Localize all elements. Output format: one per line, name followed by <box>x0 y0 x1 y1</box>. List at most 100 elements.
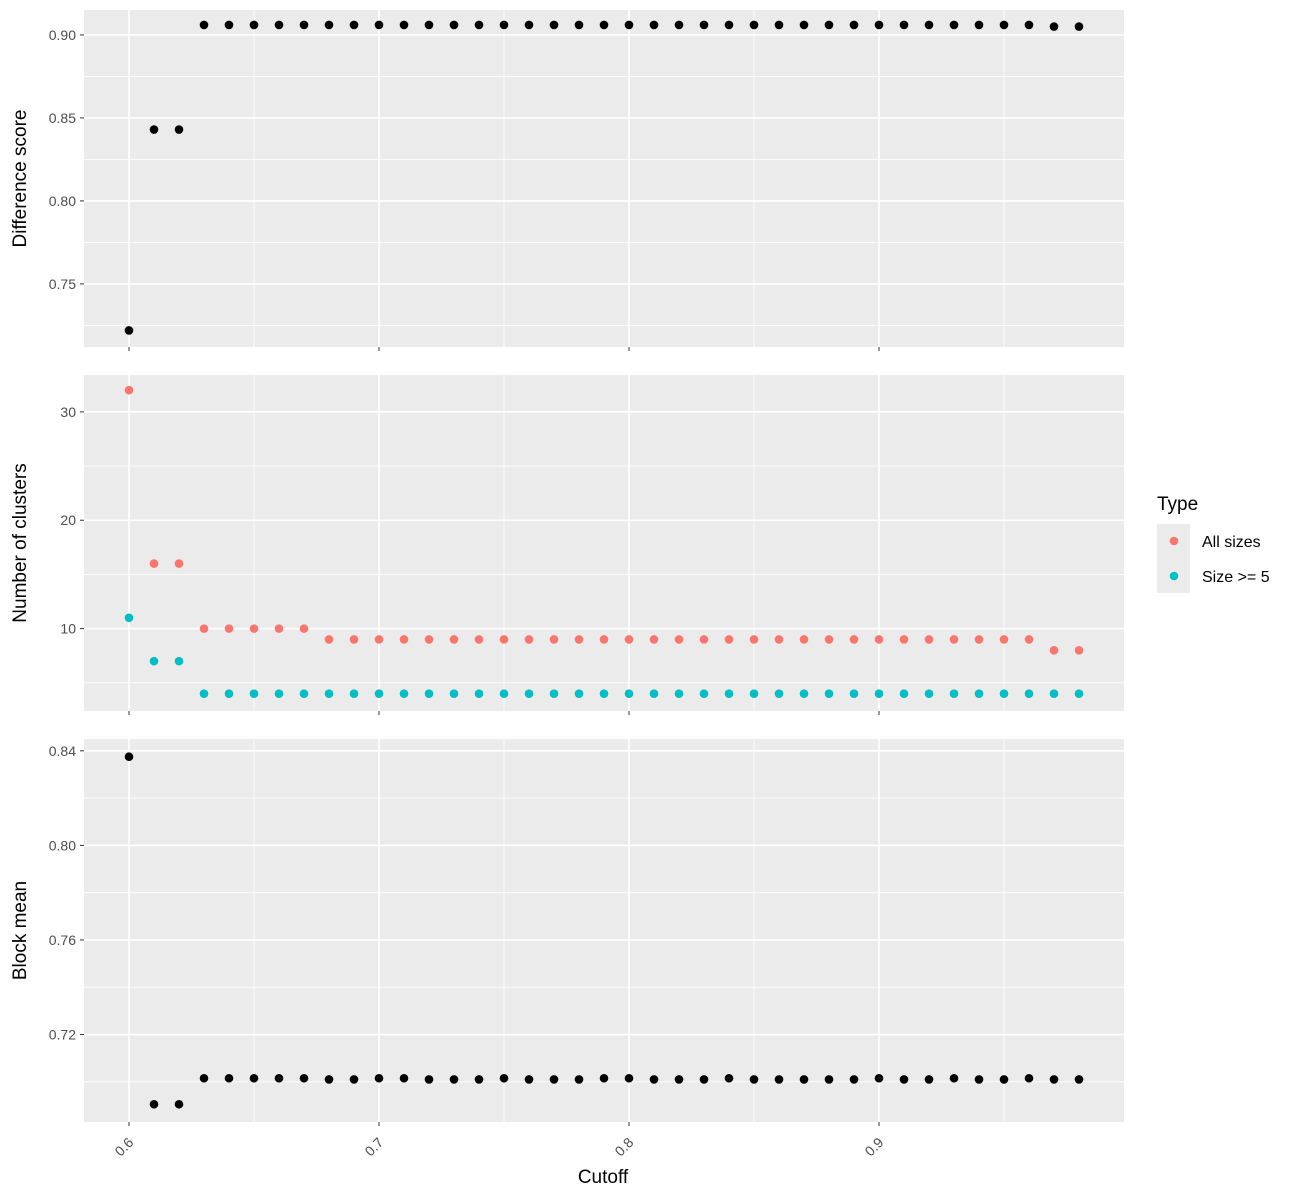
y-tick-label: 0.72 <box>49 1027 76 1043</box>
data-point <box>324 689 334 698</box>
data-point <box>349 1075 359 1084</box>
data-point <box>1074 1075 1084 1084</box>
y-tick-label: 0.84 <box>49 743 76 759</box>
data-point <box>324 1075 334 1084</box>
data-point <box>199 1073 209 1083</box>
y-tick-label: 0.80 <box>49 837 76 853</box>
data-point <box>524 635 534 644</box>
data-point <box>824 689 834 698</box>
legend-key-background <box>1157 524 1190 593</box>
data-point <box>599 635 609 644</box>
y-axis-title: Number of clusters <box>10 463 31 622</box>
data-point <box>899 1075 909 1084</box>
data-point <box>249 689 259 698</box>
y-tick-label: 0.80 <box>49 193 76 209</box>
data-point <box>199 624 209 633</box>
data-point <box>624 635 634 644</box>
data-point <box>699 635 709 644</box>
data-point <box>724 689 734 698</box>
panel-background <box>84 739 1124 1122</box>
data-point <box>274 1073 284 1083</box>
data-point <box>924 1075 934 1084</box>
data-point <box>774 689 784 698</box>
data-point <box>249 20 259 30</box>
data-point <box>299 624 309 633</box>
data-point <box>474 635 484 644</box>
y-tick-label: 0.76 <box>49 932 76 948</box>
data-point <box>399 689 409 698</box>
x-axis-title: Cutoff <box>578 1167 629 1188</box>
data-point <box>799 1075 809 1084</box>
data-point <box>299 1073 309 1083</box>
data-point <box>149 1099 159 1109</box>
data-point <box>824 1075 834 1084</box>
data-point <box>399 20 409 30</box>
data-point <box>249 624 259 633</box>
data-point <box>574 635 584 644</box>
data-point <box>324 635 334 644</box>
legend-title: Type <box>1157 494 1198 515</box>
data-point <box>1049 1075 1059 1084</box>
data-point <box>424 20 434 30</box>
data-point <box>924 635 934 644</box>
data-point <box>974 635 984 644</box>
data-point <box>999 1075 1009 1084</box>
data-point <box>749 689 759 698</box>
data-point <box>799 20 809 30</box>
data-point <box>174 125 184 134</box>
data-point <box>674 635 684 644</box>
data-point <box>299 689 309 698</box>
series-1-points <box>124 385 1084 655</box>
data-point <box>624 20 634 30</box>
data-point <box>374 1073 384 1083</box>
legend: Type All sizes Size >= 5 <box>1157 494 1270 593</box>
data-point <box>174 1099 184 1109</box>
data-point <box>224 689 234 698</box>
data-point <box>924 689 934 698</box>
data-point <box>874 635 884 644</box>
data-point <box>899 689 909 698</box>
data-point <box>374 20 384 30</box>
panel-background <box>84 10 1124 347</box>
data-point <box>124 752 134 762</box>
data-point <box>649 689 659 698</box>
data-point <box>524 1075 534 1084</box>
data-point <box>599 1073 609 1083</box>
data-point <box>549 689 559 698</box>
data-point <box>799 689 809 698</box>
data-point <box>449 689 459 698</box>
data-point <box>774 20 784 30</box>
data-point <box>549 20 559 30</box>
facet-panels: 0.75 0.80 0.85 0.90 Difference score 10 20 30 Nu… <box>10 10 1124 1126</box>
data-point <box>499 635 509 644</box>
data-point <box>574 20 584 30</box>
data-point <box>874 689 884 698</box>
data-point <box>974 1075 984 1084</box>
data-point <box>124 613 134 623</box>
data-point <box>849 635 859 644</box>
data-point <box>799 635 809 644</box>
panel-1: 0.75 0.80 0.85 0.90 Difference score <box>10 10 1124 351</box>
data-point <box>849 20 859 30</box>
data-point <box>674 1075 684 1084</box>
data-point <box>874 1073 884 1083</box>
data-point <box>474 1075 484 1084</box>
data-point <box>349 635 359 644</box>
data-point <box>624 1073 634 1083</box>
data-point <box>849 1075 859 1084</box>
data-point <box>549 1075 559 1084</box>
panel-2: 10 20 30 Number of clusters <box>10 375 1124 715</box>
data-point <box>199 689 209 698</box>
data-point <box>549 635 559 644</box>
y-axis-title: Block mean <box>10 881 31 980</box>
data-point <box>374 635 384 644</box>
data-point <box>1074 646 1084 655</box>
y-tick-label: 0.90 <box>49 27 76 43</box>
data-point <box>949 635 959 644</box>
data-point <box>574 1075 584 1084</box>
y-tick-label: 10 <box>60 621 76 637</box>
data-point <box>749 20 759 30</box>
data-point <box>499 20 509 30</box>
data-point <box>749 1075 759 1084</box>
data-point <box>449 1075 459 1084</box>
